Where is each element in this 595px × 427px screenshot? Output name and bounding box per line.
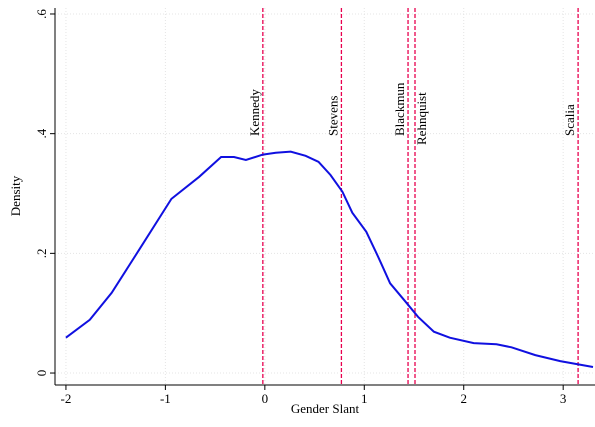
density-line bbox=[65, 150, 594, 368]
y-tick-label: .2 bbox=[34, 248, 49, 258]
x-tick-label: 0 bbox=[262, 391, 269, 406]
y-axis-label: Density bbox=[8, 175, 23, 216]
x-tick-label: -2 bbox=[61, 391, 72, 406]
y-tick-label: .6 bbox=[34, 9, 49, 19]
x-tick-label: 2 bbox=[460, 391, 467, 406]
reference-label: Rehnquist bbox=[414, 92, 429, 145]
x-tick-label: 1 bbox=[361, 391, 368, 406]
y-tick-label: .4 bbox=[34, 128, 49, 138]
x-tick-label: 3 bbox=[560, 391, 567, 406]
reference-label: Blackmun bbox=[392, 82, 407, 136]
y-tick-label: 0 bbox=[34, 370, 49, 377]
x-axis-label: Gender Slant bbox=[291, 401, 360, 416]
reference-label: Stevens bbox=[325, 96, 340, 136]
reference-label: Kennedy bbox=[247, 89, 262, 136]
reference-label: Scalia bbox=[562, 104, 577, 136]
x-tick-label: -1 bbox=[160, 391, 171, 406]
